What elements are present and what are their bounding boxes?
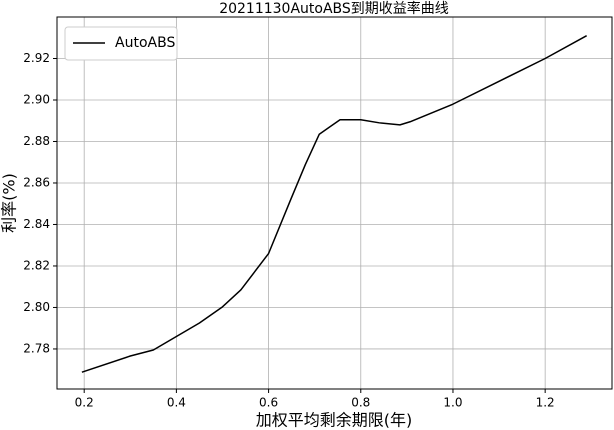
- legend-label: AutoABS: [115, 35, 175, 51]
- plot-frame: [56, 16, 613, 390]
- x-tick-label: 0.6: [259, 396, 278, 410]
- x-tick-label: 0.8: [351, 396, 370, 410]
- y-tick-label: 2.86: [23, 175, 50, 189]
- x-tick-label: 1.0: [443, 396, 462, 410]
- y-tick-label: 2.90: [23, 92, 50, 106]
- y-tick-label: 2.78: [23, 341, 50, 355]
- y-tick-label: 2.92: [23, 51, 50, 65]
- x-tick-label: 0.2: [75, 396, 94, 410]
- line: [81, 35, 588, 373]
- y-tick-label: 2.88: [23, 134, 50, 148]
- x-tick-label: 0.4: [167, 396, 186, 410]
- y-tick-label: 2.84: [23, 217, 50, 231]
- y-axis-label: 利率(%): [0, 173, 19, 233]
- y-tick-label: 2.82: [23, 258, 50, 272]
- x-tick-label: 1.2: [536, 396, 555, 410]
- y-tick-label: 2.80: [23, 300, 50, 314]
- legend-box: [64, 26, 178, 61]
- chart-title: 20211130AutoABS到期收益率曲线: [219, 0, 449, 17]
- x-axis-label: 加权平均剩余期限(年): [256, 411, 413, 430]
